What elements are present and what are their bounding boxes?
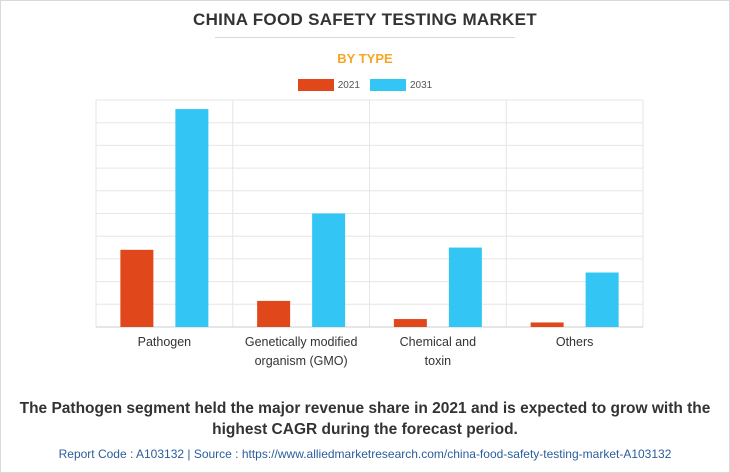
chart-title: CHINA FOOD SAFETY TESTING MARKET bbox=[193, 10, 537, 29]
chart-subtitle: BY TYPE bbox=[337, 51, 393, 66]
bar-2031-4 bbox=[585, 272, 619, 327]
legend-label-2021: 2021 bbox=[337, 79, 360, 91]
bar-2031-1 bbox=[175, 109, 209, 327]
bar-chart: Pathogen Genetically modified organism (GM… bbox=[95, 99, 644, 368]
bar-2031-3 bbox=[448, 247, 482, 327]
bar-2021-1 bbox=[120, 249, 154, 327]
legend-item-2021[interactable]: 2021 bbox=[297, 79, 360, 91]
legend-swatch-2021 bbox=[297, 79, 334, 91]
x-tick-label: Others bbox=[556, 335, 594, 349]
title-divider bbox=[215, 37, 515, 38]
bar-2021-2 bbox=[257, 300, 291, 327]
x-tick-label: toxin bbox=[425, 354, 451, 368]
source-line[interactable]: Report Code : A103132 | Source : https:/… bbox=[58, 447, 672, 461]
summary-text: The Pathogen segment held the major reve… bbox=[19, 400, 711, 438]
bar-2031-2 bbox=[312, 213, 346, 327]
x-tick-label: organism (GMO) bbox=[255, 354, 348, 368]
legend: 2021 2031 bbox=[0, 79, 730, 91]
bar-2021-4 bbox=[530, 322, 564, 327]
bar-2021-3 bbox=[393, 319, 427, 327]
x-tick-label: Chemical and bbox=[400, 335, 476, 349]
legend-item-2031[interactable]: 2031 bbox=[370, 79, 432, 91]
x-tick-label: Genetically modified bbox=[245, 335, 358, 349]
legend-label-2031: 2031 bbox=[410, 79, 433, 91]
x-tick-label: Pathogen bbox=[138, 335, 192, 349]
legend-swatch-2031 bbox=[370, 79, 406, 91]
